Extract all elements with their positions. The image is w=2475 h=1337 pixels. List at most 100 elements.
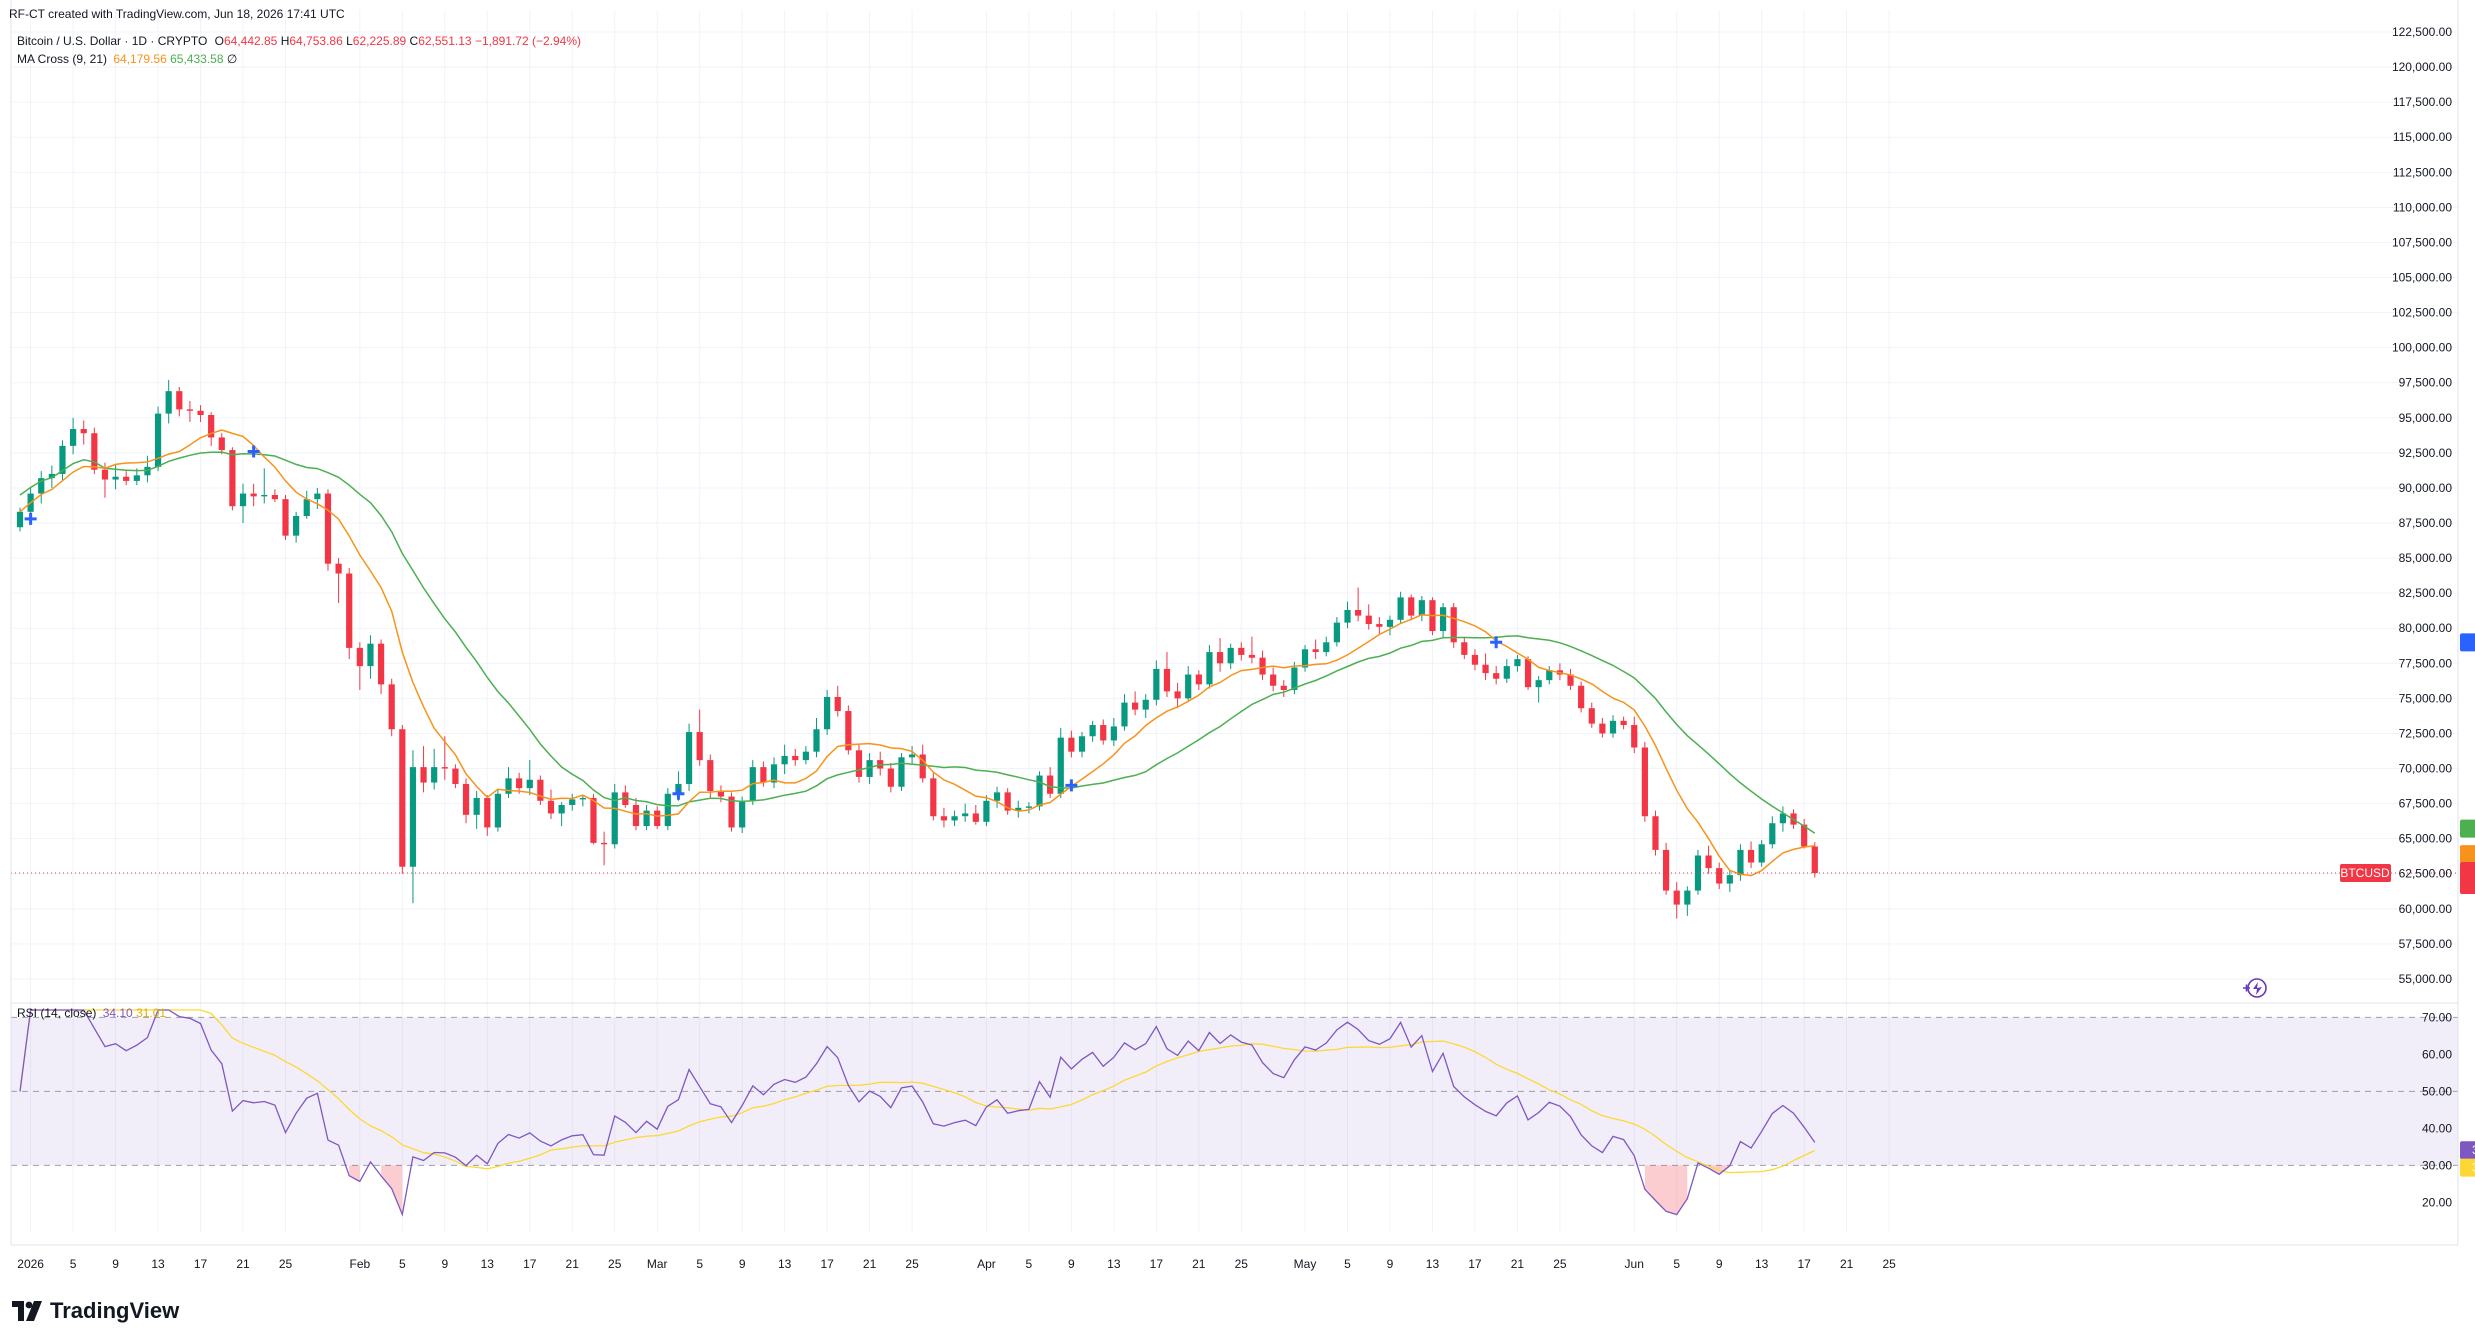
candle-body: [930, 778, 937, 817]
candle-body: [1174, 691, 1181, 699]
time-tick-label: 25: [279, 1257, 293, 1271]
time-tick-label: 17: [1797, 1257, 1811, 1271]
time-tick-label: 21: [863, 1257, 877, 1271]
tradingview-logo[interactable]: TradingView: [12, 1298, 179, 1324]
candle-body: [717, 790, 725, 797]
candle-body: [1418, 600, 1425, 616]
candle-body: [335, 563, 342, 574]
price-tick-label: 70,000.00: [2399, 762, 2453, 776]
candle-body: [1471, 654, 1479, 665]
candle-body: [176, 391, 183, 410]
candle-body: [1216, 652, 1224, 664]
ma-fast-tag-bg: [2460, 845, 2475, 864]
candle-body: [356, 647, 363, 667]
candle-body: [983, 800, 990, 822]
candle-body: [441, 767, 448, 769]
rsi-ma-tag-bg: [2460, 1158, 2475, 1177]
candle-body: [1503, 666, 1510, 679]
time-tick-label: 21: [566, 1257, 580, 1271]
time-tick-label: 9: [112, 1257, 119, 1271]
candle-body: [229, 450, 236, 507]
candle-body: [346, 573, 353, 648]
candle-body: [377, 643, 385, 685]
symbol-legend: Bitcoin / U.S. Dollar · 1D · CRYPTO O64,…: [17, 34, 581, 48]
ma-title: MA Cross (9, 21): [17, 52, 108, 66]
price-tick-label: 120,000.00: [2392, 60, 2452, 74]
candle-body: [1747, 849, 1755, 863]
rsi-ma-value: 31.01: [136, 1006, 167, 1020]
candle-body: [558, 805, 565, 814]
candle-body: [1004, 792, 1011, 811]
candle-body: [824, 696, 831, 730]
candle-body: [760, 767, 767, 783]
candle-body: [1195, 674, 1202, 685]
candle-body: [611, 792, 618, 845]
candle-body: [1652, 816, 1659, 850]
candle-body: [293, 516, 300, 536]
price-tick-label: 87,500.00: [2399, 516, 2453, 530]
ma-fast-value: 64,179.56: [113, 52, 167, 66]
candle-body: [1121, 702, 1128, 727]
price-tick-label: 82,500.00: [2399, 586, 2453, 600]
candle-body: [887, 768, 894, 787]
time-tick-label: 13: [481, 1257, 495, 1271]
candle-body: [802, 751, 809, 761]
candle-body: [1631, 725, 1638, 748]
candle-body: [813, 729, 820, 752]
candle-body: [1801, 824, 1808, 847]
rsi-title: RSI (14, close): [17, 1006, 97, 1020]
candle-body: [1726, 875, 1733, 884]
price-tick-label: 100,000.00: [2392, 341, 2452, 355]
rsi-tick-label: 40.00: [2422, 1121, 2452, 1135]
grid-lines: [11, 10, 2458, 1232]
time-tick-label: 9: [1716, 1257, 1723, 1271]
time-tick-label: 21: [1511, 1257, 1525, 1271]
candle-body: [579, 797, 586, 800]
rsi-oversold-fill: [349, 1165, 360, 1182]
time-tick-label: 5: [1673, 1257, 1680, 1271]
candle-body: [165, 391, 172, 414]
replay-icon[interactable]: [2243, 978, 2267, 998]
time-tick-label: 17: [523, 1257, 537, 1271]
candle-body: [431, 767, 438, 783]
candle-body: [1758, 844, 1765, 863]
candle-body: [1355, 610, 1362, 616]
candle-body: [505, 778, 512, 794]
close-label: C: [409, 34, 419, 48]
price-tick-label: 80,000.00: [2399, 621, 2453, 635]
time-tick-label: 17: [820, 1257, 834, 1271]
candle-body: [632, 805, 640, 827]
price-tick-label: 57,500.00: [2399, 937, 2453, 951]
candle-body: [643, 810, 650, 827]
candle-body: [186, 409, 194, 411]
cross-marker: [247, 445, 260, 458]
price-tick-label: 115,000.00: [2393, 130, 2452, 144]
time-tick-label: 17: [1468, 1257, 1482, 1271]
candle-body: [1684, 890, 1691, 905]
candle-body: [282, 499, 289, 536]
candle-body: [462, 783, 470, 815]
time-tick-label: Feb: [349, 1257, 370, 1271]
open-value: 64,442.85: [223, 34, 278, 48]
candle-body: [1248, 654, 1256, 658]
rsi-line: [19, 1009, 1816, 1217]
candle-body: [664, 793, 671, 827]
candle-body: [324, 493, 332, 564]
candle-body: [1578, 685, 1585, 709]
last-price-tag-bg: [2460, 862, 2475, 895]
candle-body: [526, 779, 533, 789]
candle-body: [855, 750, 863, 777]
candle-body: [940, 816, 948, 821]
candle-body: [1811, 846, 1818, 874]
candle-body: [1057, 737, 1064, 794]
time-tick-label: 21: [1192, 1257, 1206, 1271]
cross-marker: [672, 787, 685, 800]
candle-body: [1259, 657, 1266, 675]
price-tick-label: 55,000.00: [2399, 972, 2453, 986]
candle-body: [1779, 813, 1787, 824]
blue-price-tag-bg: [2460, 633, 2475, 652]
ma-slow-value: 65,433.58: [170, 52, 224, 66]
candle-body: [845, 711, 852, 751]
rsi-ma-line: [19, 1009, 1816, 1174]
